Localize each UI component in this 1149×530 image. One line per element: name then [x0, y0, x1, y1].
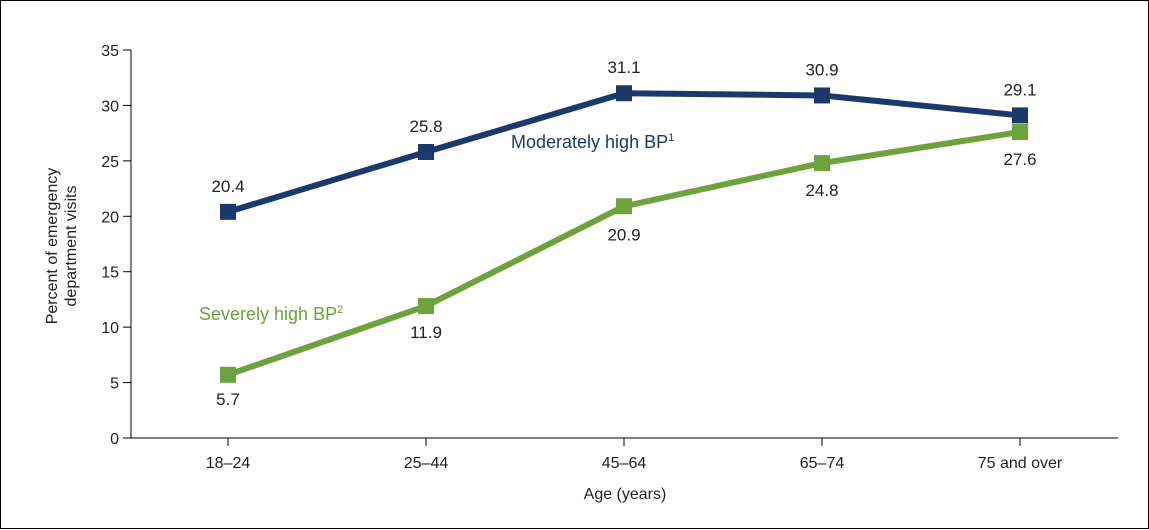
data-point: [616, 198, 632, 215]
data-point: [1012, 107, 1028, 124]
data-label: 29.1: [1003, 80, 1036, 99]
y-tick-label: 5: [110, 376, 119, 393]
y-axis-label-line-2: department visits: [63, 186, 80, 307]
x-axis-label: Age (years): [584, 486, 667, 503]
y-tick-label: 20: [101, 209, 119, 226]
y-tick-label: 25: [101, 154, 119, 171]
data-labels: 20.4 25.8 31.1 30.9 29.1 5.7 11.9 20.9 24.8 27.6: [211, 58, 1036, 409]
footnote-severe: 2: [337, 304, 343, 316]
data-label: 11.9: [410, 323, 442, 342]
data-point: [616, 85, 632, 102]
x-ticks: 18–24 25–44 45–64 65–74 75 and over: [206, 438, 1063, 472]
y-axis-label-line-1: Percent of emergency: [44, 168, 61, 325]
series-label-severely-high-bp: Severely high BP2: [199, 304, 343, 324]
footnote-moderate: 1: [668, 132, 674, 144]
data-label: 24.8: [805, 181, 838, 200]
data-label: 20.9: [607, 225, 640, 244]
data-label: 25.8: [409, 117, 442, 136]
data-label: 30.9: [805, 60, 838, 79]
data-point: [814, 87, 830, 104]
data-point: [418, 298, 434, 315]
y-tick-label: 0: [110, 431, 119, 448]
data-point: [814, 155, 830, 172]
series-name-moderate: Moderately high BP: [511, 132, 668, 152]
data-label: 27.6: [1003, 150, 1036, 169]
series-layer: [220, 85, 1028, 383]
data-point: [418, 143, 434, 160]
data-point: [220, 203, 236, 220]
x-tick-label: 45–64: [602, 455, 647, 472]
data-point: [1012, 124, 1028, 141]
series-name-severe: Severely high BP: [199, 304, 337, 324]
data-label: 31.1: [607, 58, 640, 77]
x-tick-label: 65–74: [800, 455, 845, 472]
y-tick-label: 35: [101, 43, 119, 60]
y-tick-label: 10: [101, 320, 119, 337]
x-tick-label: 18–24: [206, 455, 251, 472]
x-tick-label: 75 and over: [978, 455, 1063, 472]
data-label: 5.7: [216, 390, 240, 409]
y-tick-label: 15: [101, 265, 119, 282]
data-point: [220, 366, 236, 383]
series-line: [227, 129, 1021, 378]
series-label-moderately-high-bp: Moderately high BP1: [511, 132, 674, 152]
x-tick-label: 25–44: [404, 455, 449, 472]
y-ticks: 0 5 10 15 20 25 30 35: [101, 43, 131, 448]
y-tick-label: 30: [101, 98, 119, 115]
data-label: 20.4: [211, 177, 244, 196]
y-axis-label: Percent of emergency department visits: [44, 168, 80, 325]
